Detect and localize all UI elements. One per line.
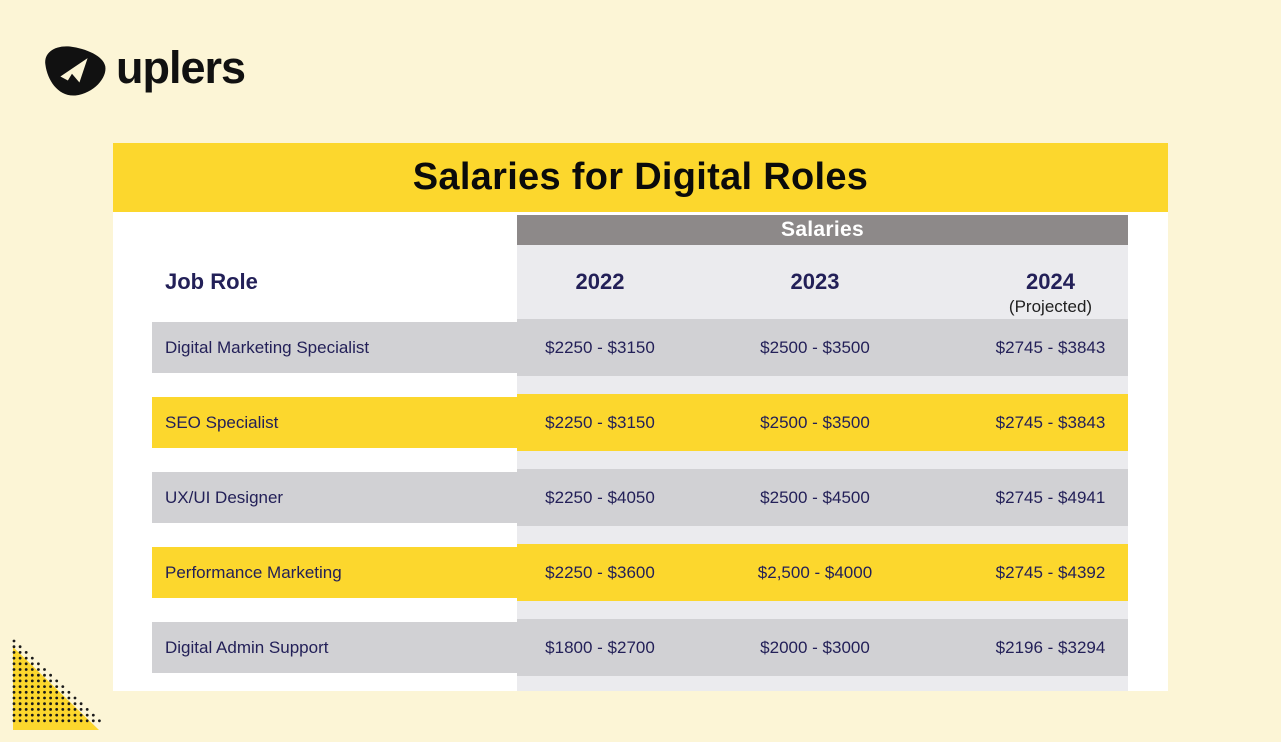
job-role-column-header: Job Role [165,269,258,294]
corner-dots [12,639,101,723]
uplers-pick-icon [45,46,106,96]
salary-2022-value: $2250 - $3600 [545,562,655,582]
table-row: UX/UI Designer $2250 - $4050 $2500 - $45… [152,469,1128,526]
salary-values: $2250 - $3150 $2500 - $3500 $2745 - $384… [517,319,1128,376]
salary-2022-value: $2250 - $3150 [545,412,655,432]
job-role-cell: Performance Marketing [152,547,517,598]
salary-values: $2250 - $4050 $2500 - $4500 $2745 - $494… [517,469,1128,526]
salary-2023-value: $2000 - $3000 [760,637,870,657]
job-role-cell: Digital Admin Support [152,622,517,673]
salary-2023-value: $2500 - $3500 [760,337,870,357]
salary-2024-value: $2196 - $3294 [995,637,1106,657]
salary-values: $2250 - $3600 $2,500 - $4000 $2745 - $43… [517,544,1128,601]
year-header-2024: 2024 (Projected) [947,245,1128,319]
table-row: Performance Marketing $2250 - $3600 $2,5… [152,544,1128,601]
salary-2024-value: $2745 - $4941 [995,487,1106,507]
salary-2022-value: $2250 - $4050 [545,487,655,507]
salary-2023-value: $2500 - $3500 [760,412,870,432]
salary-2023-value: $2,500 - $4000 [757,562,873,582]
salary-2022-value: $1800 - $2700 [545,637,655,657]
uplers-logo: uplers [40,42,246,100]
job-role-label: Performance Marketing [165,562,342,582]
brand-wordmark: uplers [116,42,246,93]
salary-table: Salaries Job Role 2022 2023 2024 (Projec… [113,212,1168,691]
job-role-cell: UX/UI Designer [152,472,517,523]
corner-decoration [12,639,101,730]
year-header-2022: 2022 [575,269,625,294]
salary-values: $2250 - $3150 $2500 - $3500 $2745 - $384… [517,394,1128,451]
table-row: Digital Marketing Specialist $2250 - $31… [152,319,1128,376]
job-role-cell: Digital Marketing Specialist [152,322,517,373]
projected-note: (Projected) [1008,297,1093,316]
year-header-2023: 2023 [790,269,840,294]
job-role-label: Digital Admin Support [165,637,329,657]
job-role-cell: SEO Specialist [152,397,517,448]
infographic-card: Salaries for Digital Roles Salaries Job … [113,143,1168,691]
salary-values: $1800 - $2700 $2000 - $3000 $2196 - $329… [517,619,1128,676]
salary-2024-value: $2745 - $4392 [995,562,1106,582]
salaries-group-header: Salaries [517,215,1128,245]
job-role-label: SEO Specialist [165,412,279,432]
table-row: SEO Specialist $2250 - $3150 $2500 - $35… [152,394,1128,451]
year-column-headers: 2022 2023 2024 (Projected) [517,245,1128,319]
salary-2024-value: $2745 - $3843 [995,412,1106,432]
salary-2023-value: $2500 - $4500 [760,487,870,507]
title-bar: Salaries for Digital Roles [113,143,1168,212]
job-role-label: Digital Marketing Specialist [165,337,370,357]
table-row: Digital Admin Support $1800 - $2700 $200… [152,619,1128,676]
salary-2024-value: $2745 - $3843 [995,337,1106,357]
job-role-label: UX/UI Designer [165,487,284,507]
page-title: Salaries for Digital Roles [412,156,869,198]
corner-triangle [13,647,99,730]
salary-2022-value: $2250 - $3150 [545,337,655,357]
